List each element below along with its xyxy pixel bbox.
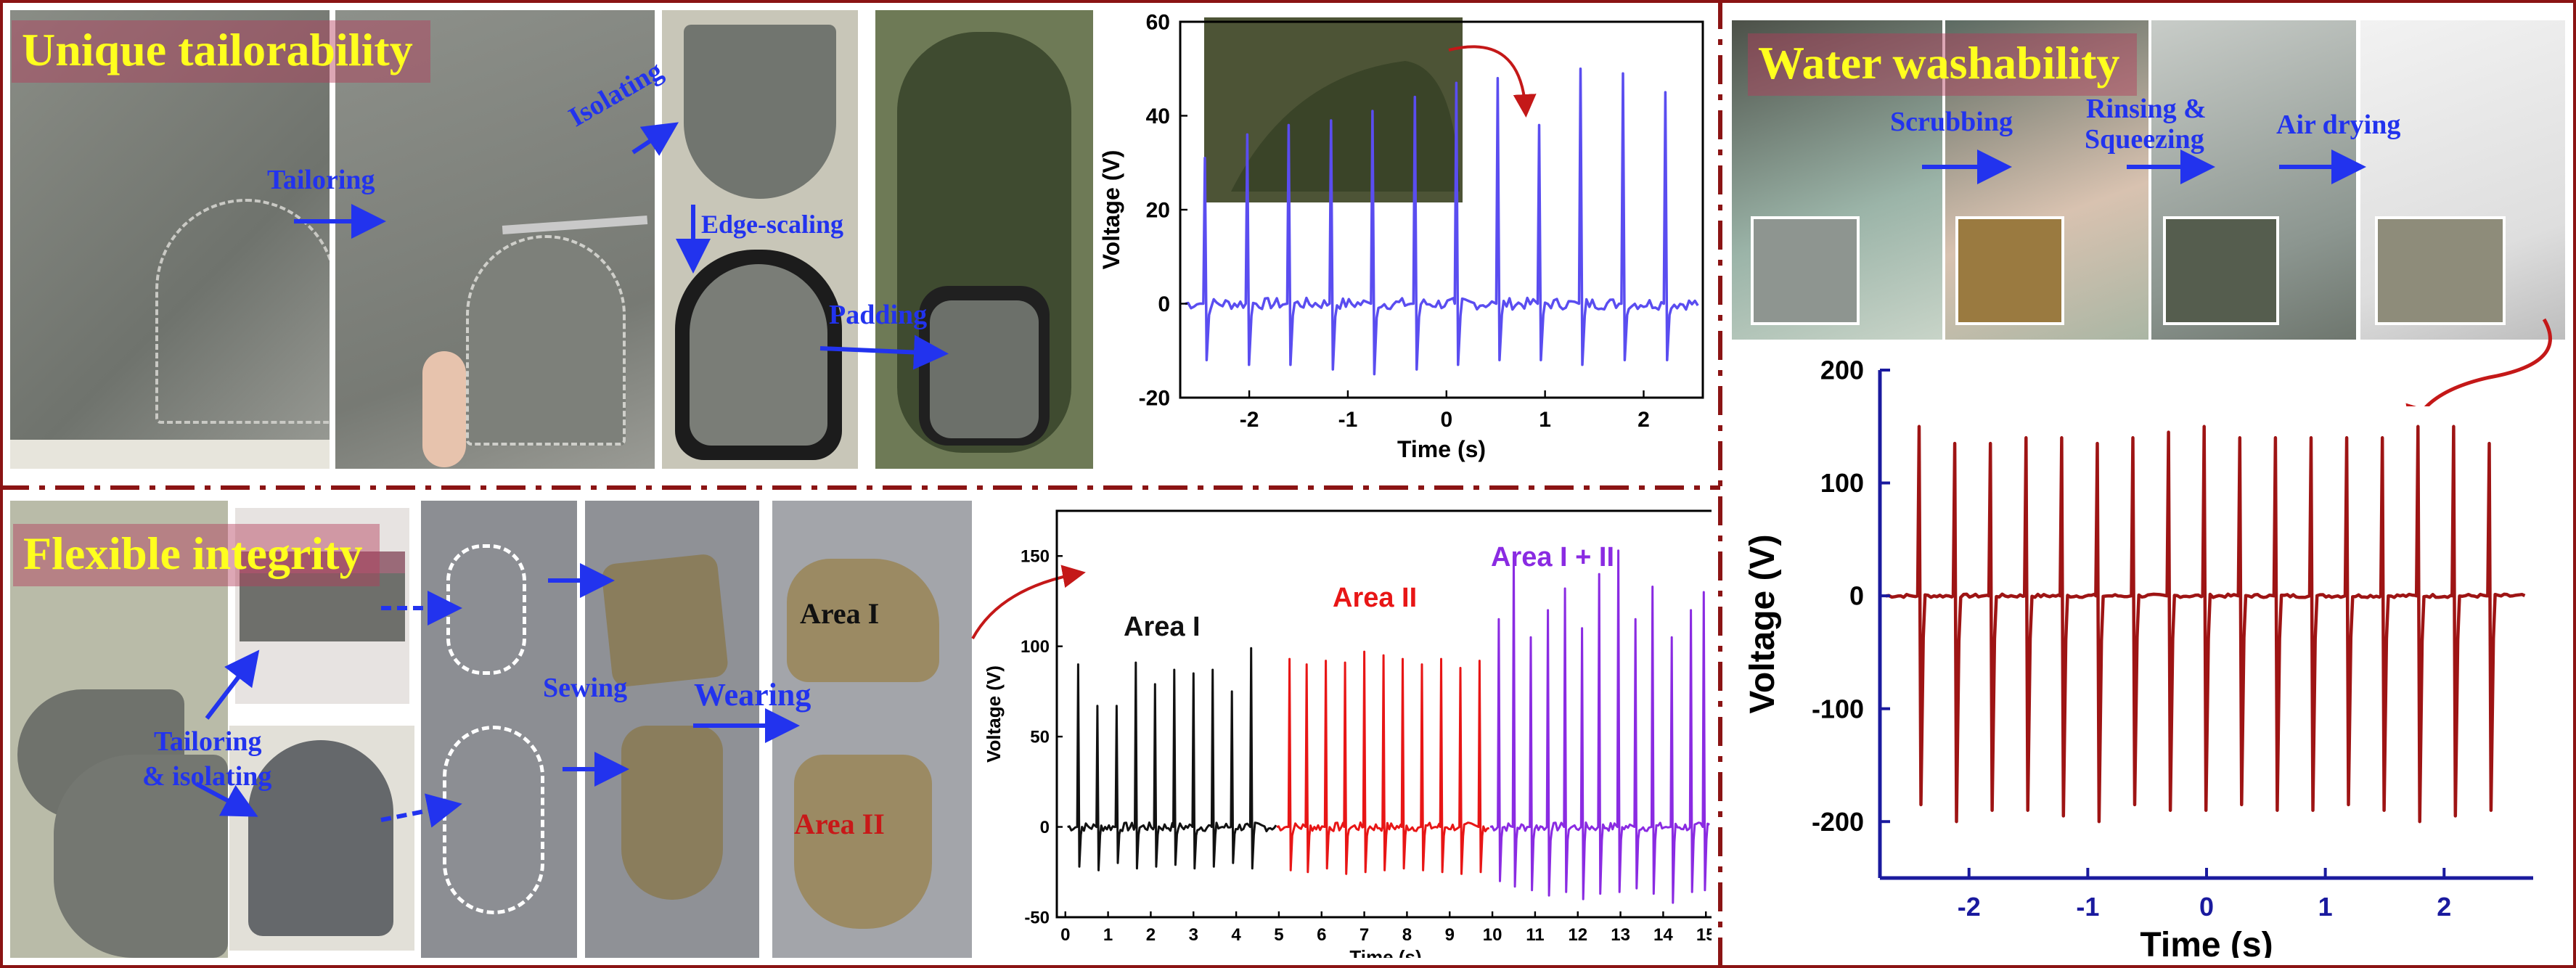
chart1-xtick-label: 0 xyxy=(1440,408,1452,432)
chart2-xtick-label: 7 xyxy=(1359,925,1369,945)
tailorability-arrows xyxy=(294,122,949,370)
chart2-xtick-label: 9 xyxy=(1445,925,1455,945)
chart2-xtick-label: 4 xyxy=(1231,925,1241,945)
chart2-ytick-label: 0 xyxy=(1040,818,1050,837)
chart2-callout-arrow xyxy=(971,565,1086,639)
photo-isolated-pad xyxy=(229,726,414,951)
photo-sock-worn xyxy=(772,501,972,958)
washability-callout-arrow xyxy=(2405,318,2552,406)
arrow-padding xyxy=(819,335,949,370)
chart2-xtick-label: 2 xyxy=(1146,925,1156,945)
chart2-annotation-3: Area I + II xyxy=(1491,542,1614,573)
chart2-annotation-1: Area I xyxy=(1124,612,1201,642)
chart3-series-1 xyxy=(1885,424,2526,824)
chart3-ytick-label: -200 xyxy=(1812,807,1864,837)
chart2-xtick-label: 3 xyxy=(1189,925,1198,945)
chart1-callout-arrow xyxy=(1448,45,1537,118)
label-area-2-photo: Area II xyxy=(794,808,885,840)
chart3-xtick-label: 1 xyxy=(2318,892,2333,922)
label-tailoring-isolating-line1: Tailoring xyxy=(154,726,262,757)
arrow-to-strip xyxy=(205,649,260,720)
chart3-xtick-label: -2 xyxy=(1958,892,1981,922)
chart1-ytick-label: 60 xyxy=(1146,11,1170,35)
chart2-xtick-label: 1 xyxy=(1103,925,1113,945)
label-tailoring: Tailoring xyxy=(267,165,375,195)
chart2-annotation-2: Area II xyxy=(1333,583,1417,613)
chart2-ytick-label: 150 xyxy=(1021,547,1050,567)
chart2-xtick-label: 11 xyxy=(1526,925,1544,945)
chart2-xtick-label: 5 xyxy=(1274,925,1283,945)
label-rinsing-line1: Rinsing & xyxy=(2086,94,2207,124)
chart2-xtick-label: 15 xyxy=(1696,925,1712,945)
photo-sock-outline xyxy=(421,501,577,958)
label-sewing: Sewing xyxy=(543,673,628,703)
chart-washed-voltage: -2 -1 0 1 2 -200 -100 0 100 200 Time (s) Voltage (V… xyxy=(1743,356,2533,958)
chart1-ytick-label: -20 xyxy=(1139,387,1170,411)
chart2-xtick-label: 8 xyxy=(1402,925,1412,945)
chart2-xtick-label: 0 xyxy=(1060,925,1070,945)
chart1-ytick-label: 20 xyxy=(1146,199,1170,223)
chart2-series-1 xyxy=(1067,647,1277,871)
label-area-1-photo: Area I xyxy=(800,597,880,630)
chart3-xtick-label: -1 xyxy=(2076,892,2099,922)
chart3-xlabel: Time (s) xyxy=(2140,926,2273,958)
photo-cut-fabric xyxy=(10,501,228,958)
chart1-xlabel: Time (s) xyxy=(1397,436,1486,462)
photo-tailoring-scissors xyxy=(335,10,655,469)
arrow-isolating xyxy=(631,122,679,156)
chart2-xtick-label: 14 xyxy=(1653,925,1673,945)
chart2-xtick-label: 13 xyxy=(1611,925,1630,945)
chart1-ytick-label: 0 xyxy=(1158,292,1170,316)
label-air-drying: Air drying xyxy=(2276,110,2401,140)
chart1-ylabel: Voltage (V) xyxy=(1100,150,1124,270)
chart2-xtick-label: 6 xyxy=(1317,925,1326,945)
chart3-ytick-label: -100 xyxy=(1812,694,1864,723)
chart3-ytick-label: 0 xyxy=(1849,581,1864,611)
photo-isolated-pieces xyxy=(662,10,858,469)
chart2-ytick-label: 50 xyxy=(1030,728,1050,747)
chart-shoe-voltage: -2 -1 0 1 2 -20 0 20 40 60 Time (s) Voltage (V) xyxy=(1100,11,1704,462)
photo-fabric-sheet xyxy=(10,10,330,469)
title-flexible-integrity: Flexible integrity xyxy=(13,524,380,586)
chart2-ytick-label: 100 xyxy=(1021,637,1050,657)
chart2-xlabel: Time (s) xyxy=(1349,946,1421,958)
chart1-xtick-label: 2 xyxy=(1637,408,1650,432)
arrow-to-pad xyxy=(195,782,258,817)
photo-scrubbing xyxy=(1732,20,1942,340)
label-padding: Padding xyxy=(829,300,928,330)
photo-tailored-strip xyxy=(235,508,409,704)
chart3-xtick-label: 2 xyxy=(2437,892,2451,922)
integrity-arrows xyxy=(195,563,800,828)
chart3-xtick-label: 0 xyxy=(2199,892,2214,922)
chart2-series-2 xyxy=(1276,650,1489,875)
chart3-ytick-label: 200 xyxy=(1820,356,1864,385)
arrow-dashed-lower xyxy=(380,793,462,828)
chart1-ytick-label: 40 xyxy=(1146,104,1170,128)
chart2-xtick-label: 12 xyxy=(1568,925,1587,945)
label-wearing: Wearing xyxy=(694,677,811,713)
chart2-xtick-label: 10 xyxy=(1483,925,1502,945)
chart1-xtick-label: -2 xyxy=(1240,408,1259,432)
chart2-ytick-label: -50 xyxy=(1024,908,1050,927)
title-water-washability: Water washability xyxy=(1748,33,2138,96)
photo-air-drying xyxy=(2360,20,2565,340)
chart2-series-3 xyxy=(1489,549,1710,904)
chart2-ylabel: Voltage (V) xyxy=(983,665,1005,763)
chart1-series-1 xyxy=(1185,67,1699,376)
chart1-xtick-label: -1 xyxy=(1338,408,1358,432)
chart2-frame xyxy=(1055,509,1712,919)
label-scrubbing: Scrubbing xyxy=(1890,107,2013,137)
title-unique-tailorability: Unique tailorability xyxy=(12,20,430,83)
chart3-ylabel: Voltage (V) xyxy=(1743,534,1782,713)
washability-arrows xyxy=(1922,149,2552,406)
chart1-xtick-label: 1 xyxy=(1539,408,1551,432)
label-edge-scaling: Edge-scaling xyxy=(701,210,844,239)
chart3-ytick-label: 100 xyxy=(1820,468,1864,498)
